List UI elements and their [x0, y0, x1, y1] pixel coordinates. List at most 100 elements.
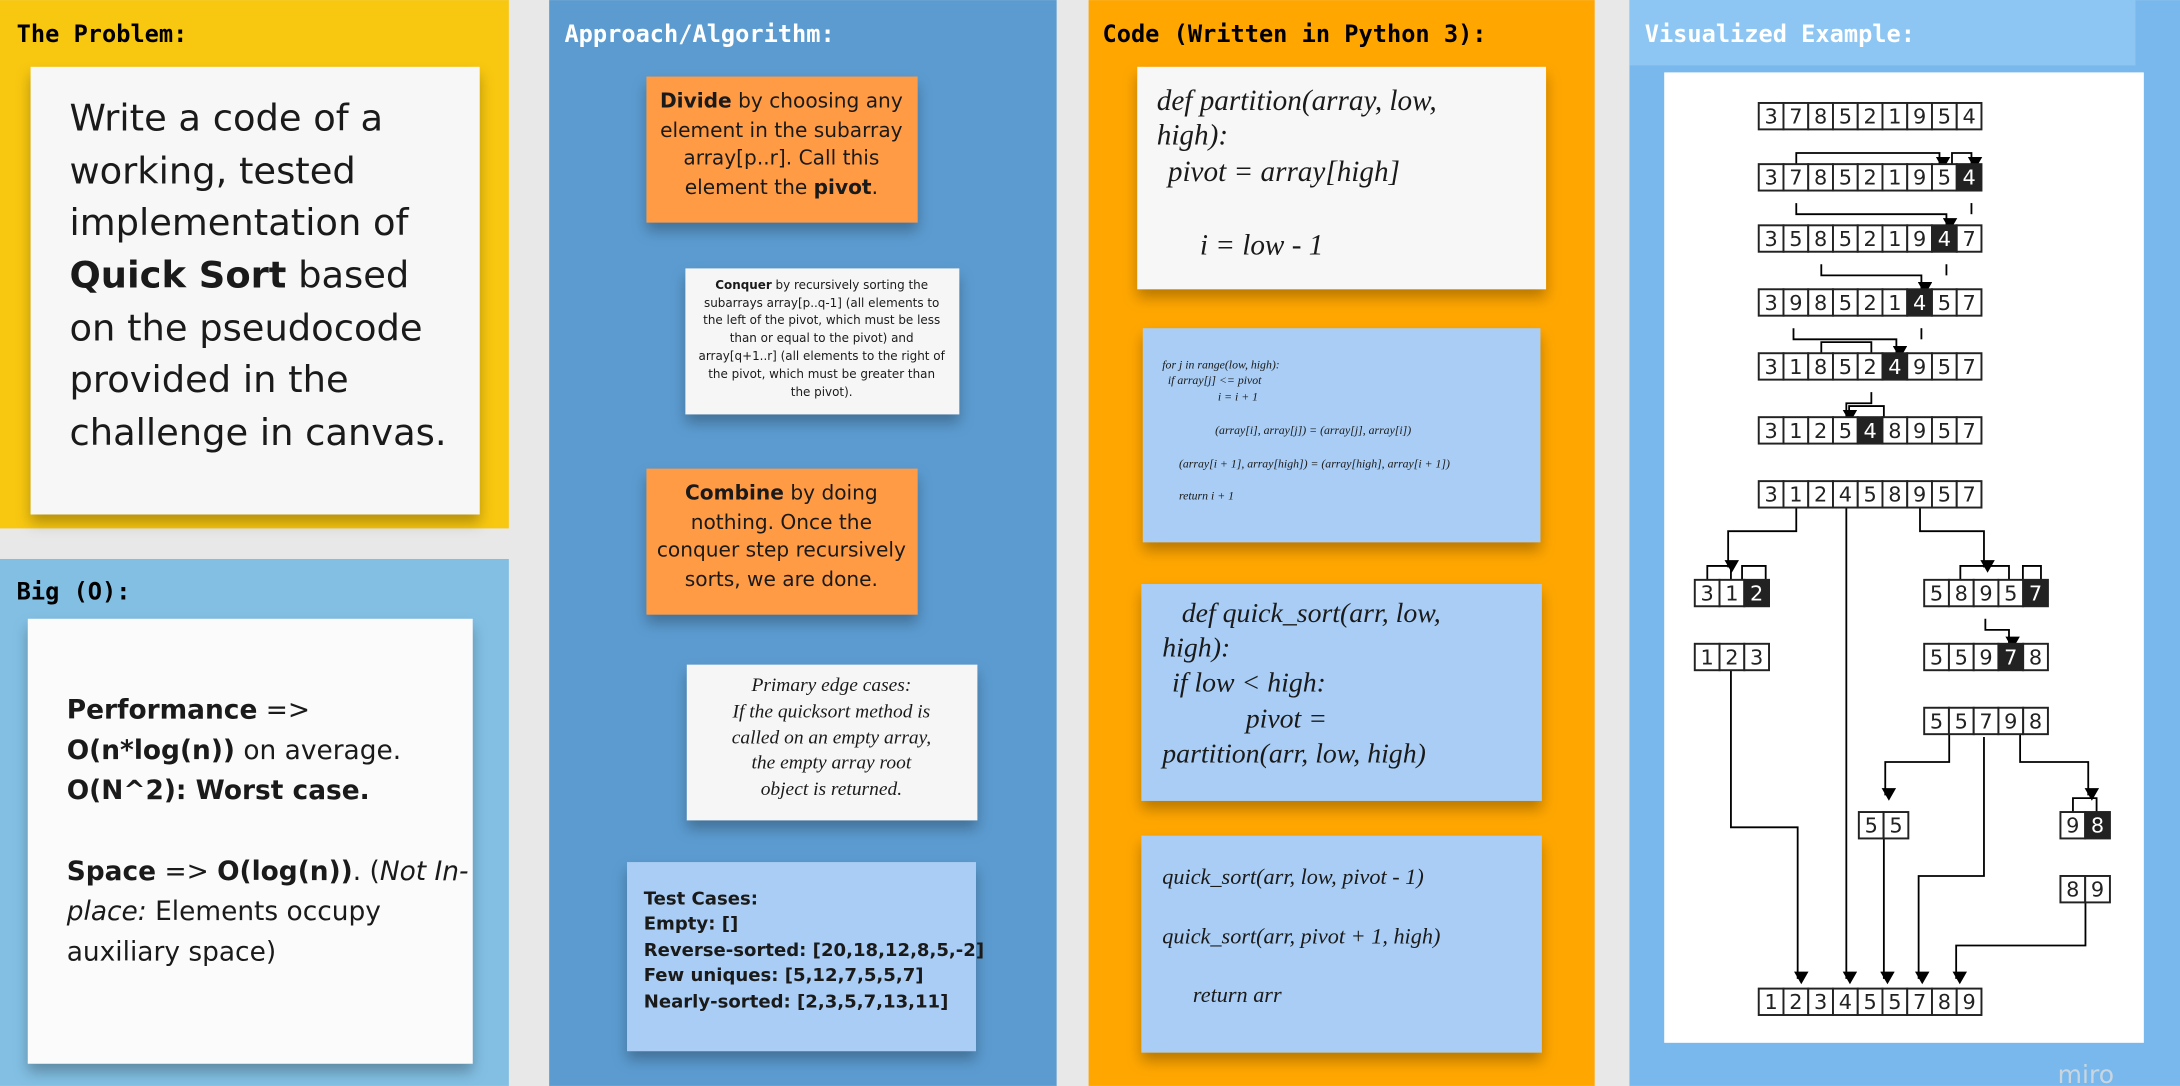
note-line: i = low - 1 — [1200, 229, 1323, 261]
array-cell — [1856, 101, 1884, 131]
cell-value: 4 — [1839, 483, 1852, 507]
text-span: Quick Sort — [70, 253, 287, 296]
cell-value: 9 — [1962, 990, 1975, 1014]
text-span: place: — [66, 896, 147, 927]
cell-value: 9 — [1913, 166, 1926, 190]
cell-value: 5 — [1839, 166, 1852, 190]
cell-value: 5 — [1863, 990, 1876, 1014]
cell-value: 8 — [1814, 291, 1827, 315]
cell-value: 3 — [1814, 990, 1827, 1014]
note-line: sorts, we are done. — [685, 566, 878, 590]
text-span: O(log(n)) — [217, 855, 353, 886]
sticky-note — [1137, 66, 1547, 290]
note-line: O(N^2): Worst case. — [67, 775, 370, 806]
cell-value: 3 — [1764, 419, 1777, 443]
note-line: O(n*log(n)) on average. — [67, 734, 401, 765]
sticky-note — [1141, 584, 1542, 801]
note-line: the empty array root — [752, 753, 912, 774]
array-cell — [1832, 224, 1859, 253]
note-line: on the pseudocode — [70, 306, 423, 349]
cell-value: 2 — [1789, 990, 1802, 1014]
cell-value: 9 — [1913, 483, 1926, 507]
text-span: by doing — [784, 480, 878, 504]
cell-value: 5 — [1839, 227, 1852, 251]
text-span: (array[i + 1], array[high]) = (array[hig… — [1179, 456, 1450, 470]
array-cell — [1856, 987, 1884, 1016]
text-span: Reverse-sorted: [20,18,12,8,5,-2] — [644, 940, 984, 961]
note-line: provided in the — [70, 358, 349, 401]
array-cell — [1955, 163, 1983, 192]
cell-value: 9 — [2091, 878, 2104, 902]
cell-value: 5 — [1938, 105, 1951, 129]
cell-value: 3 — [1764, 291, 1777, 315]
text-span: conquer step recursively — [657, 537, 906, 561]
array-cell — [1757, 480, 1785, 509]
array-cell — [1856, 163, 1884, 192]
text-span: i = i + 1 — [1218, 389, 1258, 403]
cell-value: 8 — [2029, 709, 2042, 733]
text-span: the pivot). — [791, 385, 853, 399]
cell-value: 5 — [1955, 709, 1968, 733]
cell-value: 5 — [1839, 291, 1852, 315]
note-line: (array[i], array[j]) = (array[j], array[… — [1215, 423, 1411, 437]
text-span: If the quicksort method is — [732, 702, 931, 723]
text-span: on average. — [235, 734, 401, 765]
arrows — [1706, 152, 2100, 985]
note-line: quick_sort(arr, low, pivot - 1) — [1162, 864, 1423, 889]
text-span: the pivot, which must be greater than — [708, 367, 935, 381]
text-span: def quick_sort(arr, low, — [1182, 598, 1441, 629]
cell-value: 5 — [1839, 419, 1852, 443]
text-span: working, tested — [70, 149, 356, 192]
array-cell — [1718, 578, 1746, 608]
text-span: return i + 1 — [1179, 488, 1234, 502]
array-cell — [1906, 987, 1933, 1016]
note-line: nothing. Once the — [691, 509, 872, 533]
cell-value: 2 — [1750, 581, 1763, 605]
array-cell — [1856, 480, 1884, 509]
cell-value: 7 — [2004, 645, 2017, 669]
array-cell — [1782, 101, 1810, 131]
text-span: on the pseudocode — [70, 306, 423, 349]
cell-value: 5 — [1938, 291, 1951, 315]
array-cell — [1906, 352, 1933, 381]
note-line: auxiliary space) — [67, 936, 276, 967]
cell-value: 9 — [1979, 581, 1992, 605]
cell-value: 9 — [1979, 645, 1992, 669]
frame-title: Approach/Algorithm: — [564, 20, 834, 48]
array-cell — [1930, 288, 1958, 317]
sticky-note — [646, 76, 918, 223]
array-cell — [1930, 224, 1958, 253]
array-cell — [1693, 578, 1721, 608]
sticky-note — [686, 664, 978, 821]
text-span: return arr — [1193, 982, 1282, 1007]
array-cell — [1782, 352, 1810, 381]
cell-value: 7 — [1962, 483, 1975, 507]
array-cell — [1997, 642, 2025, 672]
sticky-note — [646, 468, 918, 615]
cell-value: 8 — [2091, 814, 2104, 838]
array-cell — [1743, 578, 1770, 608]
text-span: Combine — [685, 480, 784, 504]
array-cell — [1832, 987, 1859, 1016]
note-line: object is returned. — [761, 780, 902, 801]
note-line: If the quicksort method is — [732, 702, 931, 723]
text-span: the empty array root — [752, 753, 912, 774]
cell-value: 4 — [1863, 419, 1876, 443]
cell-value: 1 — [1789, 419, 1802, 443]
text-span: (array[i], array[j]) = (array[j], array[… — [1215, 423, 1411, 437]
text-span: called on an empty array, — [732, 728, 931, 749]
text-span: . ( — [353, 855, 380, 886]
cell-value: 7 — [1962, 291, 1975, 315]
cell-value: 2 — [1814, 419, 1827, 443]
cell-value: 7 — [1789, 166, 1802, 190]
text-span: . — [872, 174, 878, 198]
note-line: the left of the pivot, which must be les… — [703, 312, 940, 326]
array-cell — [1955, 480, 1983, 509]
cell-value: 5 — [1938, 355, 1951, 379]
note-line: if low < high: — [1172, 668, 1326, 699]
cell-value: 4 — [1962, 105, 1975, 129]
array-cell — [1832, 101, 1859, 131]
array-cell — [1807, 288, 1834, 317]
